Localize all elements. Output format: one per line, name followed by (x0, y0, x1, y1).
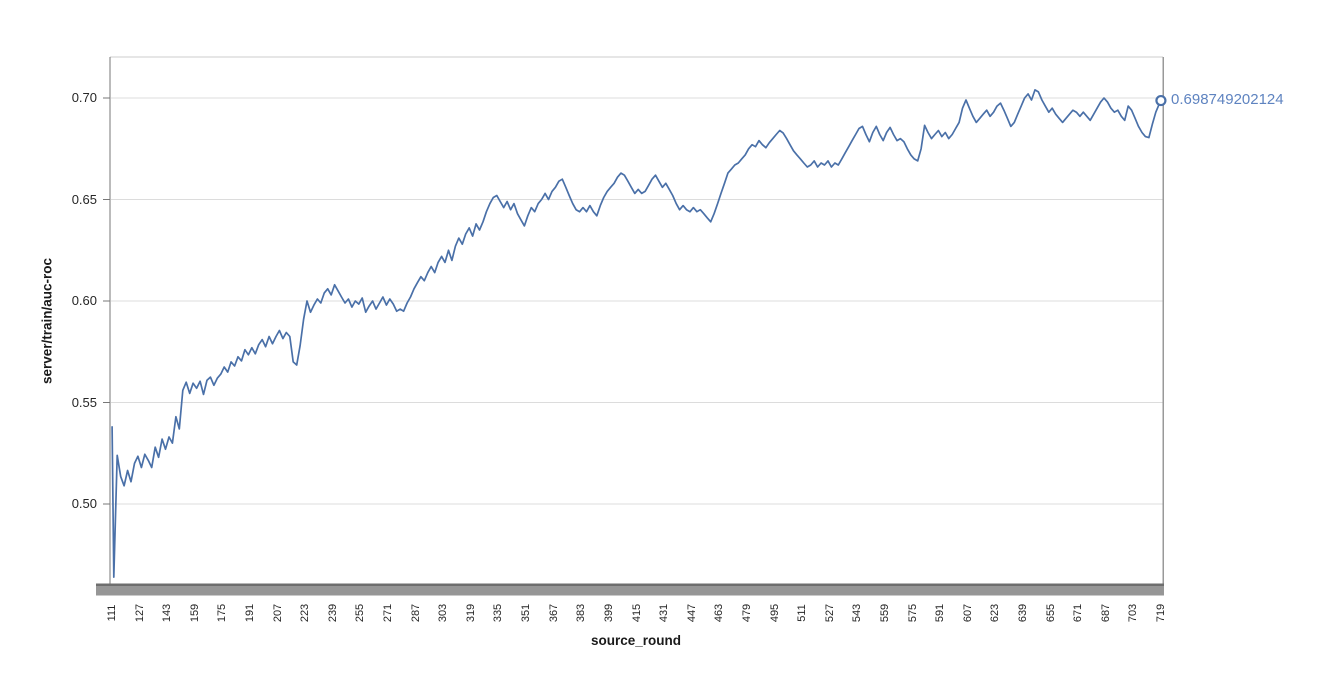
x-tick-label: 207 (271, 603, 284, 623)
x-tick-label: 431 (658, 603, 671, 623)
scrollbar-thumb (96, 583, 1164, 596)
x-tick-label: 703 (1127, 603, 1140, 623)
x-tick-label: 655 (1044, 603, 1057, 623)
x-tick-label: 479 (740, 603, 753, 623)
x-tick-label: 623 (989, 603, 1002, 623)
x-tick-label: 351 (520, 603, 533, 623)
x-tick-label: 543 (851, 603, 864, 623)
y-tick-label: 0.70 (71, 90, 97, 105)
x-tick-label: 527 (823, 603, 836, 623)
x-tick-label: 191 (244, 603, 257, 623)
x-tick-label: 639 (1016, 603, 1029, 623)
x-tick-label: 671 (1072, 603, 1085, 623)
x-tick-label: 719 (1154, 603, 1167, 623)
y-tick-marks (103, 97, 110, 505)
x-tick-label: 111 (106, 604, 119, 622)
x-tick-label: 559 (878, 603, 891, 623)
x-tick-label: 271 (382, 603, 395, 623)
x-tick-label: 399 (602, 603, 615, 623)
x-tick-label: 127 (133, 603, 146, 623)
x-tick-label: 367 (547, 603, 560, 623)
plot-frame (109, 56, 1164, 584)
x-axis-scrollbar[interactable] (96, 583, 1164, 596)
x-tick-label: 319 (464, 603, 477, 623)
x-tick-label: 143 (161, 603, 174, 623)
x-tick-label: 575 (906, 603, 919, 623)
auc-roc-line (111, 89, 1162, 578)
metric-line-series (111, 89, 1162, 578)
y-tick-label: 0.50 (71, 496, 97, 512)
y-tick-label: 0.65 (71, 191, 97, 207)
x-tick-label: 607 (961, 603, 974, 623)
x-tick-label: 223 (299, 603, 312, 623)
x-tick-label: 383 (575, 603, 588, 623)
scrollbar-top-edge (96, 583, 1164, 586)
x-tick-label: 159 (188, 603, 201, 623)
x-tick-label: 511 (796, 604, 809, 622)
x-tick-label: 255 (354, 603, 367, 623)
x-tick-label: 447 (685, 603, 698, 623)
x-tick-label: 591 (934, 603, 947, 623)
x-tick-label: 303 (437, 603, 450, 623)
x-tick-label: 687 (1099, 603, 1112, 623)
x-tick-label: 239 (326, 603, 339, 623)
gridlines (111, 97, 1163, 505)
last-value-label: 0.698749202124 (1171, 91, 1284, 108)
x-tick-label: 335 (492, 603, 505, 623)
last-point-dot (1155, 94, 1167, 107)
y-tick-label: 0.55 (71, 394, 97, 410)
x-axis-title: source_round (590, 633, 682, 648)
x-tick-label: 287 (409, 603, 422, 623)
x-tick-label: 415 (630, 603, 643, 623)
y-tick-label: 0.60 (71, 293, 97, 309)
x-tick-label: 175 (216, 603, 229, 623)
last-point-marker[interactable] (1155, 94, 1167, 107)
x-tick-label: 495 (768, 603, 781, 623)
x-tick-label: 463 (713, 603, 726, 623)
y-axis-title: server/train/auc-roc (39, 257, 55, 385)
